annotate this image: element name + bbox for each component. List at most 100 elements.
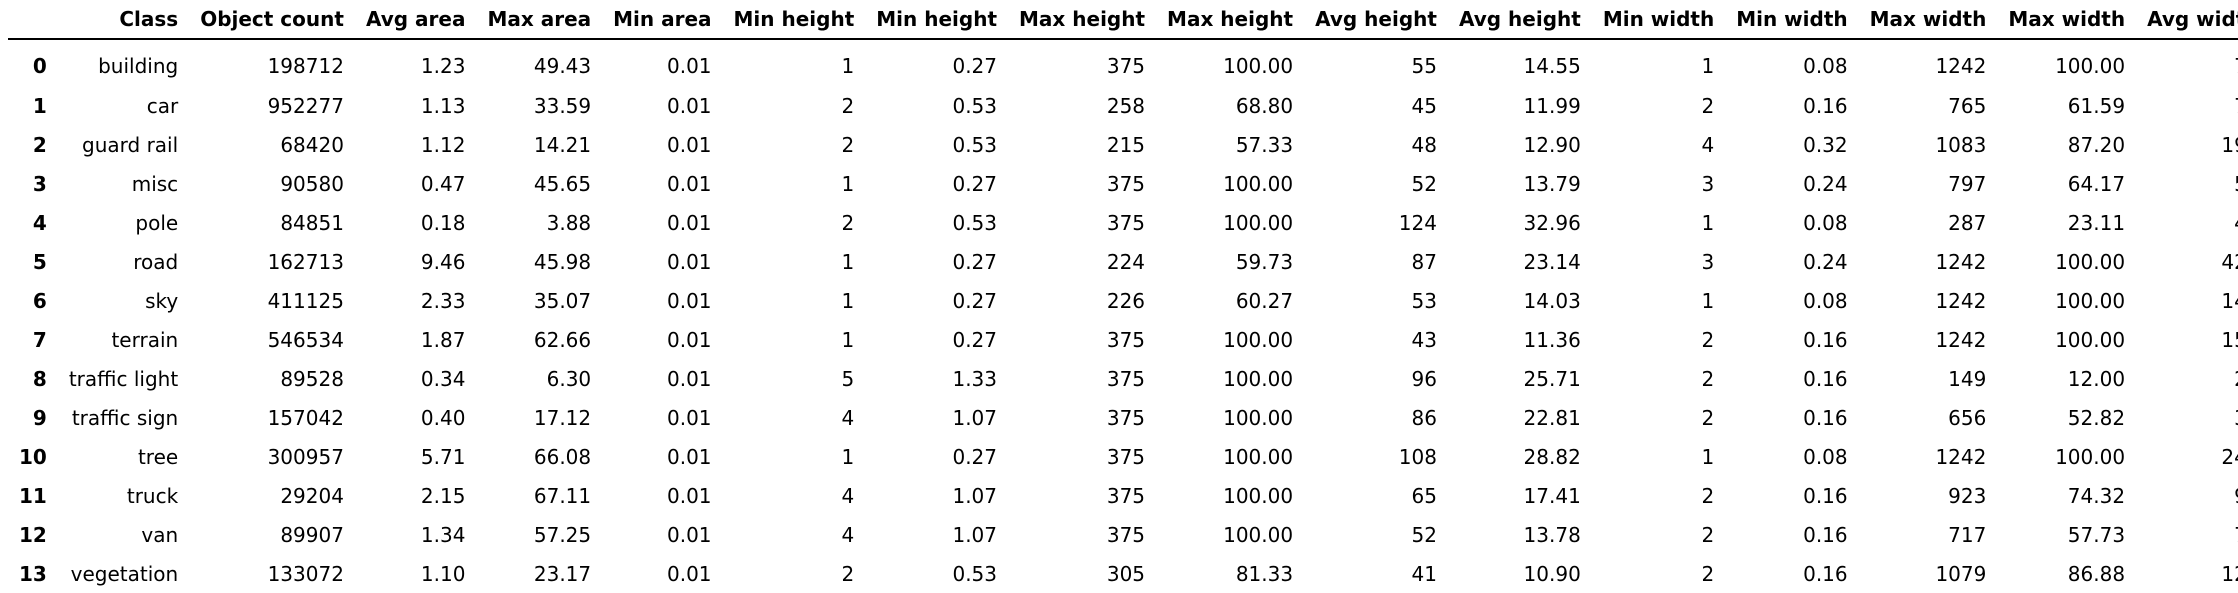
table-cell: 33.59 — [533, 93, 592, 118]
class-name-cell: truck — [126, 483, 179, 508]
table-cell: 100.00 — [1223, 405, 1294, 430]
table-cell: 52 — [1411, 522, 1437, 547]
column-header: Class — [57, 0, 190, 40]
class-name-cell: sky — [145, 288, 179, 313]
table-cell: 2.15 — [420, 483, 466, 508]
table-row: 2 guard rail 68420 1.12 14.21 0.01 2 0.53 215 57.… — [8, 125, 2238, 164]
table-cell: 2 — [841, 93, 855, 118]
table-cell: 0.27 — [952, 249, 997, 274]
table-cell: 287 — [1948, 210, 1987, 235]
table-row: 6 sky 411125 2.33 35.07 0.01 1 0.27 226 60.27 53 14… — [8, 281, 2238, 320]
table-cell: 305 — [1106, 561, 1146, 586]
table-cell: 23.17 — [533, 561, 592, 586]
table-cell: 61.59 — [2067, 93, 2126, 118]
table-cell: 14.55 — [1523, 54, 1581, 78]
table-cell: 100.00 — [1223, 444, 1294, 469]
table-cell: 375 — [1106, 444, 1146, 469]
table-cell: 67.11 — [533, 483, 592, 508]
row-index: 8 — [32, 366, 47, 391]
column-header: Avg height — [1447, 0, 1592, 40]
table-cell: 2 — [841, 132, 855, 157]
table-cell: 1.12 — [420, 132, 466, 157]
table-cell: 1 — [1701, 444, 1715, 469]
table-cell: 100.00 — [2055, 54, 2126, 78]
table-cell: 74.32 — [2067, 483, 2126, 508]
table-cell: 300957 — [267, 444, 344, 469]
column-header: Avg height — [1304, 0, 1448, 40]
row-index: 6 — [32, 288, 47, 313]
table-cell: 3.88 — [546, 210, 592, 235]
row-index: 5 — [32, 249, 47, 274]
table-cell: 62.66 — [533, 327, 592, 352]
class-name-cell: building — [98, 54, 179, 78]
table-cell: 5.71 — [420, 444, 466, 469]
table-cell: 17.12 — [533, 405, 592, 430]
table-cell: 1.34 — [420, 522, 466, 547]
table-row: 5 road 162713 9.46 45.98 0.01 1 0.27 224 59.73 87 2… — [8, 242, 2238, 281]
table-cell: 68.80 — [1235, 93, 1294, 118]
table-cell: 133072 — [267, 561, 344, 586]
table-cell: 52 — [1411, 171, 1437, 196]
table-cell: 29204 — [280, 483, 344, 508]
table-cell: 32.96 — [1523, 210, 1581, 235]
class-name-cell: guard rail — [82, 132, 179, 157]
table-cell: 0.40 — [420, 405, 466, 430]
table-cell: 375 — [1106, 483, 1146, 508]
table-cell: 0.16 — [1803, 366, 1848, 391]
table-cell: 258 — [1106, 93, 1146, 118]
column-header: Max width — [1858, 0, 1998, 40]
table-cell: 90580 — [280, 171, 344, 196]
table-cell: 57.33 — [1235, 132, 1294, 157]
table-cell: 215 — [1106, 132, 1146, 157]
table-cell: 0.27 — [952, 327, 997, 352]
table-cell: 0.01 — [667, 444, 712, 469]
table-cell: 100.00 — [1223, 54, 1294, 78]
class-name-cell: traffic sign — [71, 405, 179, 430]
table-cell: 1242 — [1935, 327, 1987, 352]
row-index: 4 — [32, 210, 47, 235]
table-cell: 1242 — [1935, 54, 1987, 78]
table-cell: 89528 — [280, 366, 344, 391]
column-header: Min height — [865, 0, 1008, 40]
column-header: Min width — [1591, 0, 1726, 40]
column-header: Min width — [1725, 0, 1859, 40]
class-name-cell: car — [146, 93, 179, 118]
table-cell: 0.01 — [667, 327, 712, 352]
row-index: 0 — [32, 54, 47, 78]
table-cell: 100.00 — [2055, 288, 2126, 313]
table-cell: 375 — [1106, 366, 1146, 391]
table-cell: 57.73 — [2067, 522, 2126, 547]
column-header: Min height — [722, 0, 866, 40]
table-cell: 375 — [1106, 405, 1146, 430]
table-cell: 0.24 — [1803, 249, 1848, 274]
table-cell: 157042 — [267, 405, 344, 430]
table-cell: 375 — [1106, 327, 1146, 352]
table-cell: 87 — [1411, 249, 1437, 274]
table-cell: 151 — [2221, 327, 2238, 352]
table-cell: 96 — [2136, 476, 2238, 515]
table-cell: 1 — [841, 171, 855, 196]
table-cell: 0.16 — [1803, 561, 1848, 586]
table-cell: 25.71 — [1523, 366, 1581, 391]
table-row: 12 van 89907 1.34 57.25 0.01 4 1.07 375 100.00 52 1… — [8, 515, 2238, 554]
table-cell: 0.08 — [1803, 210, 1848, 235]
row-index: 13 — [19, 561, 47, 586]
table-cell: 224 — [1106, 249, 1146, 274]
table-row: 7 terrain 546534 1.87 62.66 0.01 1 0.27 375 100.0… — [8, 320, 2238, 359]
table-cell: 656 — [1948, 405, 1987, 430]
table-cell: 12.90 — [1523, 132, 1581, 157]
table-cell: 0.01 — [667, 405, 712, 430]
column-header: Avg area — [354, 0, 477, 40]
table-cell: 0.01 — [667, 171, 712, 196]
table-cell: 375 — [1106, 54, 1146, 78]
table-cell: 0.08 — [1803, 444, 1848, 469]
column-header: Min area — [602, 0, 723, 40]
table-cell: 86.88 — [2067, 561, 2126, 586]
table-cell: 100.00 — [1223, 366, 1294, 391]
table-cell: 0.16 — [1803, 483, 1848, 508]
table-cell: 52.82 — [2067, 405, 2126, 430]
table-cell: 0.53 — [952, 132, 997, 157]
table-cell: 1.07 — [952, 483, 997, 508]
table-cell: 4 — [841, 522, 855, 547]
table-cell: 1.10 — [420, 561, 466, 586]
